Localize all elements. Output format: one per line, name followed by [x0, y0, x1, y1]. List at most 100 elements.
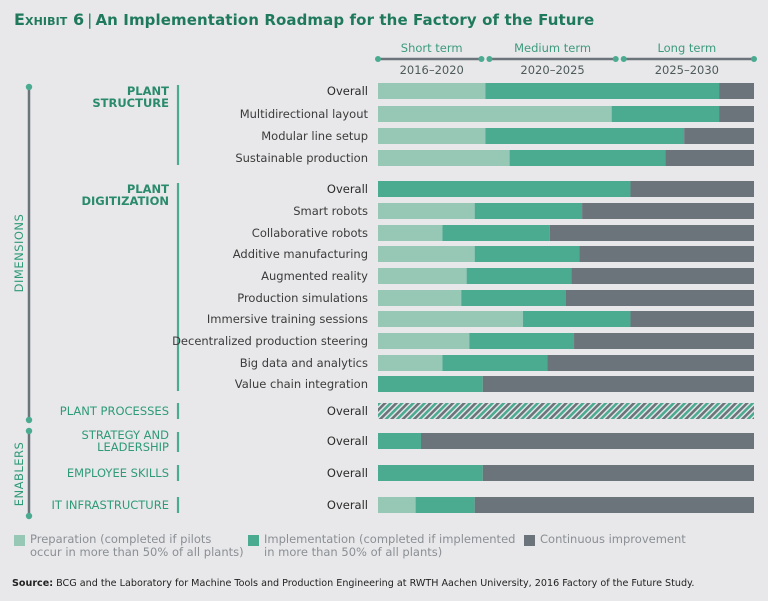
bar-implementation — [378, 376, 483, 392]
axis-dot — [25, 512, 33, 520]
row-label: Modular line setup — [261, 129, 368, 143]
bar-continuous — [566, 290, 754, 306]
bar-row: Overall — [327, 403, 754, 419]
bar-implementation — [378, 181, 631, 197]
bar-row: Decentralized production steering — [172, 333, 754, 349]
legend-swatch — [248, 535, 259, 546]
bar-preparation — [378, 203, 475, 219]
axis-dot — [25, 427, 33, 435]
legend-text: Continuous improvement — [540, 532, 686, 546]
bar-implementation — [485, 83, 720, 99]
group-name: PLANT — [127, 84, 169, 98]
period-range: 2020–2025 — [520, 63, 584, 77]
bar-continuous — [549, 225, 754, 241]
bar-continuous — [665, 150, 754, 166]
row-label-overall: Overall — [327, 498, 368, 512]
group-name: STRATEGY AND — [82, 428, 170, 442]
row-label-overall: Overall — [327, 434, 368, 448]
bar-implementation — [378, 465, 483, 481]
bar-preparation — [378, 106, 612, 122]
bar-preparation — [378, 246, 475, 262]
bar-continuous — [719, 83, 754, 99]
bar-row: Multidirectional layout — [240, 106, 754, 122]
bar-continuous — [582, 203, 754, 219]
period-range: 2016–2020 — [400, 63, 464, 77]
enablers-label: ENABLERS — [12, 442, 26, 507]
bar-continuous — [482, 465, 754, 481]
axis-dot — [25, 83, 33, 91]
bar-preparation — [378, 225, 443, 241]
bar-implementation — [474, 246, 580, 262]
group-name: PLANT PROCESSES — [60, 404, 169, 418]
bar-row: Big data and analytics — [240, 355, 754, 371]
period-start-dot — [375, 56, 381, 62]
bar-implementation — [509, 150, 666, 166]
legend-text: Implementation (completed if implemented… — [264, 532, 516, 559]
source-prefix: Source: — [12, 578, 54, 589]
bar-implementation — [469, 333, 575, 349]
bar-row: Production simulations — [237, 290, 754, 306]
row-label: Value chain integration — [235, 377, 368, 391]
row-label: Production simulations — [237, 291, 368, 305]
bar-continuous — [420, 433, 754, 449]
row-label-overall: Overall — [327, 404, 368, 418]
period-label: Short term — [401, 41, 463, 55]
bar-preparation — [378, 290, 462, 306]
bar-preparation — [378, 128, 486, 144]
period-end-dot — [612, 56, 619, 62]
bar-preparation — [378, 355, 443, 371]
source-text: BCG and the Laboratory for Machine Tools… — [53, 578, 695, 589]
period-end-dot — [751, 56, 757, 62]
period-end-dot — [478, 56, 485, 62]
bar-preparation — [378, 497, 416, 513]
period-range: 2025–2030 — [655, 63, 719, 77]
period-label: Medium term — [514, 41, 591, 55]
bar-continuous — [684, 128, 754, 144]
row-label: Decentralized production steering — [172, 334, 368, 348]
group-name: STRUCTURE — [92, 96, 169, 110]
bar-continuous — [630, 311, 754, 327]
bar-implementation — [611, 106, 720, 122]
title-text: An Implementation Roadmap for the Factor… — [95, 11, 595, 29]
bar-row: Overall — [327, 181, 754, 197]
bar-row: Collaborative robots — [252, 225, 754, 241]
bar-row: Overall — [327, 465, 754, 481]
row-label: Sustainable production — [235, 151, 368, 165]
bar-hatched — [378, 403, 754, 419]
bar-continuous — [547, 355, 754, 371]
bar-rows: Overall Multidirectional layout Modular li… — [172, 83, 754, 513]
bar-continuous — [719, 106, 754, 122]
legend-text: Preparation (completed if pilots occur in… — [30, 532, 244, 559]
period-start-dot — [486, 56, 493, 62]
bar-row: Overall — [327, 497, 754, 513]
period-start-dot — [620, 56, 627, 62]
row-label: Immersive training sessions — [207, 312, 368, 326]
row-label-overall: Overall — [327, 84, 368, 98]
bar-row: Augmented reality — [261, 268, 754, 284]
legend-swatch — [14, 535, 25, 546]
bar-row: Immersive training sessions — [207, 311, 754, 327]
dimension-axis: DIMENSIONS ENABLERS — [12, 83, 33, 520]
row-label-overall: Overall — [327, 466, 368, 480]
bar-continuous — [574, 333, 754, 349]
bar-preparation — [378, 268, 467, 284]
row-label-overall: Overall — [327, 182, 368, 196]
bar-implementation — [442, 355, 548, 371]
row-label: Additive manufacturing — [233, 247, 368, 261]
exhibit-label: Exhibit 6 — [14, 10, 85, 29]
bar-row: Modular line setup — [261, 128, 754, 144]
bar-row: Smart robots — [293, 203, 754, 219]
group-name: PLANT — [127, 182, 169, 196]
bar-row: Overall — [327, 83, 754, 99]
bar-implementation — [442, 225, 550, 241]
period-label: Long term — [657, 41, 716, 55]
row-label: Big data and analytics — [240, 356, 368, 370]
group-name: LEADERSHIP — [97, 440, 169, 454]
bar-row: Sustainable production — [235, 150, 754, 166]
bar-implementation — [485, 128, 685, 144]
bar-row: Additive manufacturing — [233, 246, 754, 262]
row-label: Collaborative robots — [252, 226, 368, 240]
axis-dot — [25, 416, 33, 424]
